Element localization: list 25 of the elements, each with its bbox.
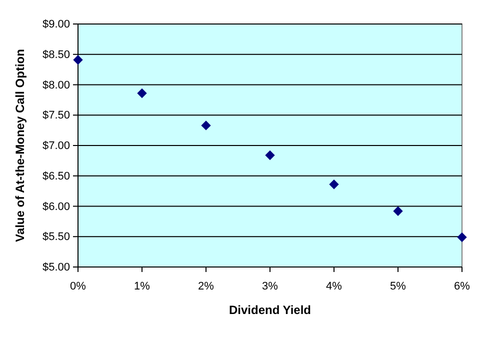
point bbox=[393, 206, 403, 216]
y-tick-label: $8.00 bbox=[42, 79, 70, 92]
point bbox=[201, 120, 211, 130]
x-tick-label: 2% bbox=[198, 280, 214, 292]
x-tick-label: 4% bbox=[326, 280, 342, 292]
point bbox=[329, 180, 339, 190]
point bbox=[265, 150, 275, 160]
x-tick-label: 0% bbox=[70, 280, 86, 292]
y-tick-label: $5.50 bbox=[42, 231, 70, 244]
point bbox=[137, 88, 147, 98]
x-axis-title: Dividend Yield bbox=[228, 303, 312, 317]
point bbox=[457, 232, 467, 242]
point bbox=[73, 54, 83, 65]
y-tick-label: $7.00 bbox=[42, 140, 70, 152]
x-tick-label: 3% bbox=[262, 280, 278, 292]
x-tick-label: 5% bbox=[390, 280, 406, 292]
y-tick-label: $6.00 bbox=[42, 200, 70, 213]
x-tick-label: 6% bbox=[454, 280, 470, 292]
y-axis-title: Value of At-the-Money Call Option bbox=[13, 49, 27, 242]
y-tick-label: $5.00 bbox=[42, 262, 70, 274]
y-tick-label: $9.00 bbox=[42, 18, 70, 31]
y-tick-label: $8.50 bbox=[42, 48, 70, 61]
x-tick-label: 1% bbox=[134, 280, 150, 292]
y-tick-label: $6.50 bbox=[42, 170, 70, 182]
y-tick-label: $7.50 bbox=[42, 110, 70, 122]
